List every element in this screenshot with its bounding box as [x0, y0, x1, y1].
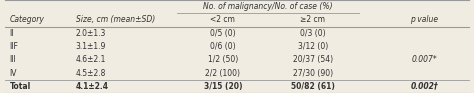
- Text: III: III: [9, 55, 16, 64]
- Text: 20/37 (54): 20/37 (54): [293, 55, 333, 64]
- Text: Category: Category: [9, 15, 45, 24]
- Text: 4.1±2.4: 4.1±2.4: [76, 82, 109, 91]
- Text: 3/12 (0): 3/12 (0): [298, 42, 328, 51]
- Text: 0.007*: 0.007*: [411, 55, 437, 64]
- Text: II: II: [9, 29, 14, 38]
- Text: 1/2 (50): 1/2 (50): [208, 55, 238, 64]
- Text: 3/15 (20): 3/15 (20): [203, 82, 242, 91]
- Text: <2 cm: <2 cm: [210, 15, 235, 24]
- Text: Size, cm (mean±SD): Size, cm (mean±SD): [76, 15, 155, 24]
- Text: ≥2 cm: ≥2 cm: [301, 15, 325, 24]
- Text: No. of malignancy/No. of case (%): No. of malignancy/No. of case (%): [203, 2, 333, 11]
- Text: 0/6 (0): 0/6 (0): [210, 42, 236, 51]
- Text: 2.0±1.3: 2.0±1.3: [76, 29, 106, 38]
- Text: 4.5±2.8: 4.5±2.8: [76, 69, 106, 78]
- Text: 0.002†: 0.002†: [410, 82, 438, 91]
- Text: Total: Total: [9, 82, 31, 91]
- Text: 0/5 (0): 0/5 (0): [210, 29, 236, 38]
- Text: IV: IV: [9, 69, 17, 78]
- Text: 4.6±2.1: 4.6±2.1: [76, 55, 106, 64]
- Text: 27/30 (90): 27/30 (90): [293, 69, 333, 78]
- Text: 3.1±1.9: 3.1±1.9: [76, 42, 106, 51]
- Text: 0/3 (0): 0/3 (0): [300, 29, 326, 38]
- Text: 50/82 (61): 50/82 (61): [291, 82, 335, 91]
- Text: IIF: IIF: [9, 42, 18, 51]
- Text: 2/2 (100): 2/2 (100): [205, 69, 240, 78]
- Text: p value: p value: [410, 15, 438, 24]
